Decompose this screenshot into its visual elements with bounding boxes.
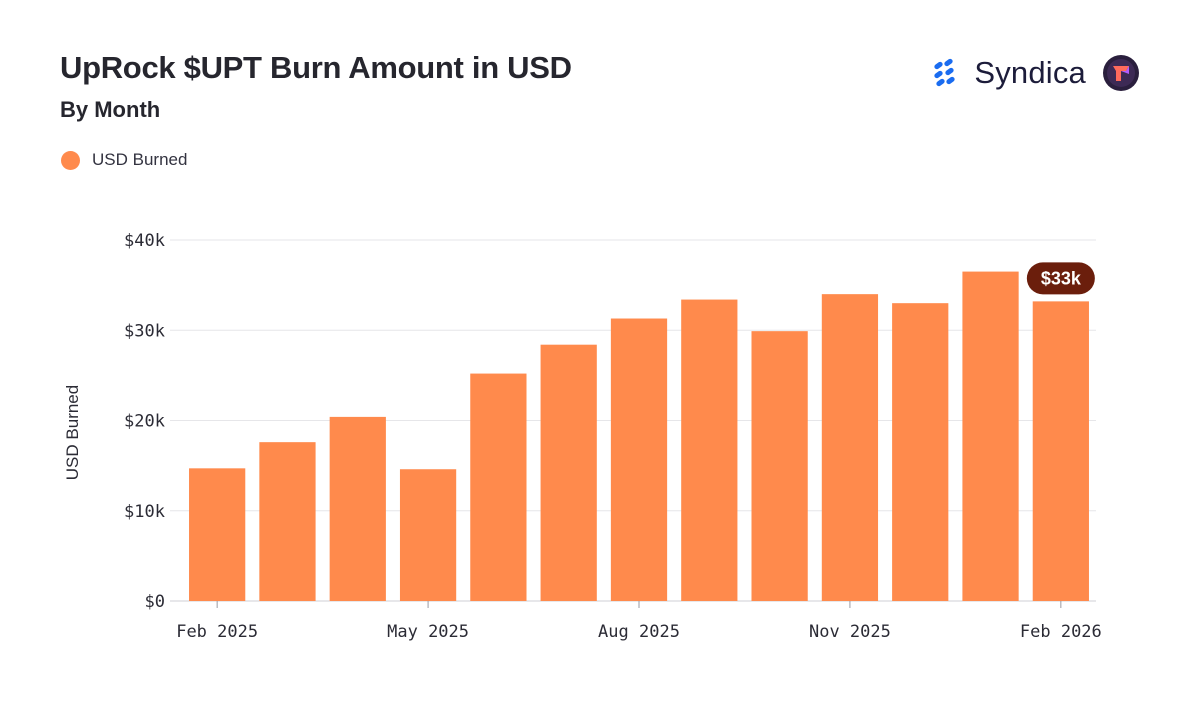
bar	[681, 299, 738, 601]
y-tick-label: $30k	[124, 321, 165, 341]
chart-subtitle: By Month	[60, 97, 161, 122]
y-tick-label: $10k	[124, 502, 165, 522]
x-tick-label: Feb 2025	[176, 622, 258, 642]
bar	[610, 318, 668, 601]
y-tick-label: $20k	[124, 412, 165, 432]
legend: USD Burned	[61, 150, 187, 170]
bar	[399, 469, 457, 601]
uprock-logo-icon	[1102, 54, 1140, 92]
x-tick-label: Nov 2025	[809, 622, 891, 642]
bar	[540, 344, 597, 601]
value-badge-label: $33k	[1041, 268, 1082, 288]
brand-name: Syndica	[974, 55, 1086, 90]
bar	[329, 416, 386, 601]
bar	[892, 303, 949, 601]
x-tick-label: May 2025	[387, 622, 469, 642]
legend-swatch	[61, 150, 80, 170]
chart-title: UpRock $UPT Burn Amount in USD	[60, 50, 572, 85]
bar	[821, 294, 879, 601]
syndica-logo-icon	[932, 58, 958, 88]
bar	[189, 468, 246, 601]
bar	[470, 373, 527, 601]
value-badge	[1026, 262, 1095, 295]
bar	[962, 271, 1019, 601]
bar	[751, 331, 808, 601]
x-tick-label: Feb 2026	[1020, 622, 1102, 642]
y-tick-label: $0	[145, 592, 165, 612]
y-axis-label: USD Burned	[63, 385, 82, 480]
bar	[259, 442, 316, 601]
legend-label: USD Burned	[92, 150, 188, 169]
bar	[1032, 301, 1089, 601]
x-tick-label: Aug 2025	[598, 622, 680, 642]
brand: Syndica	[932, 54, 1140, 92]
y-tick-label: $40k	[124, 231, 165, 251]
